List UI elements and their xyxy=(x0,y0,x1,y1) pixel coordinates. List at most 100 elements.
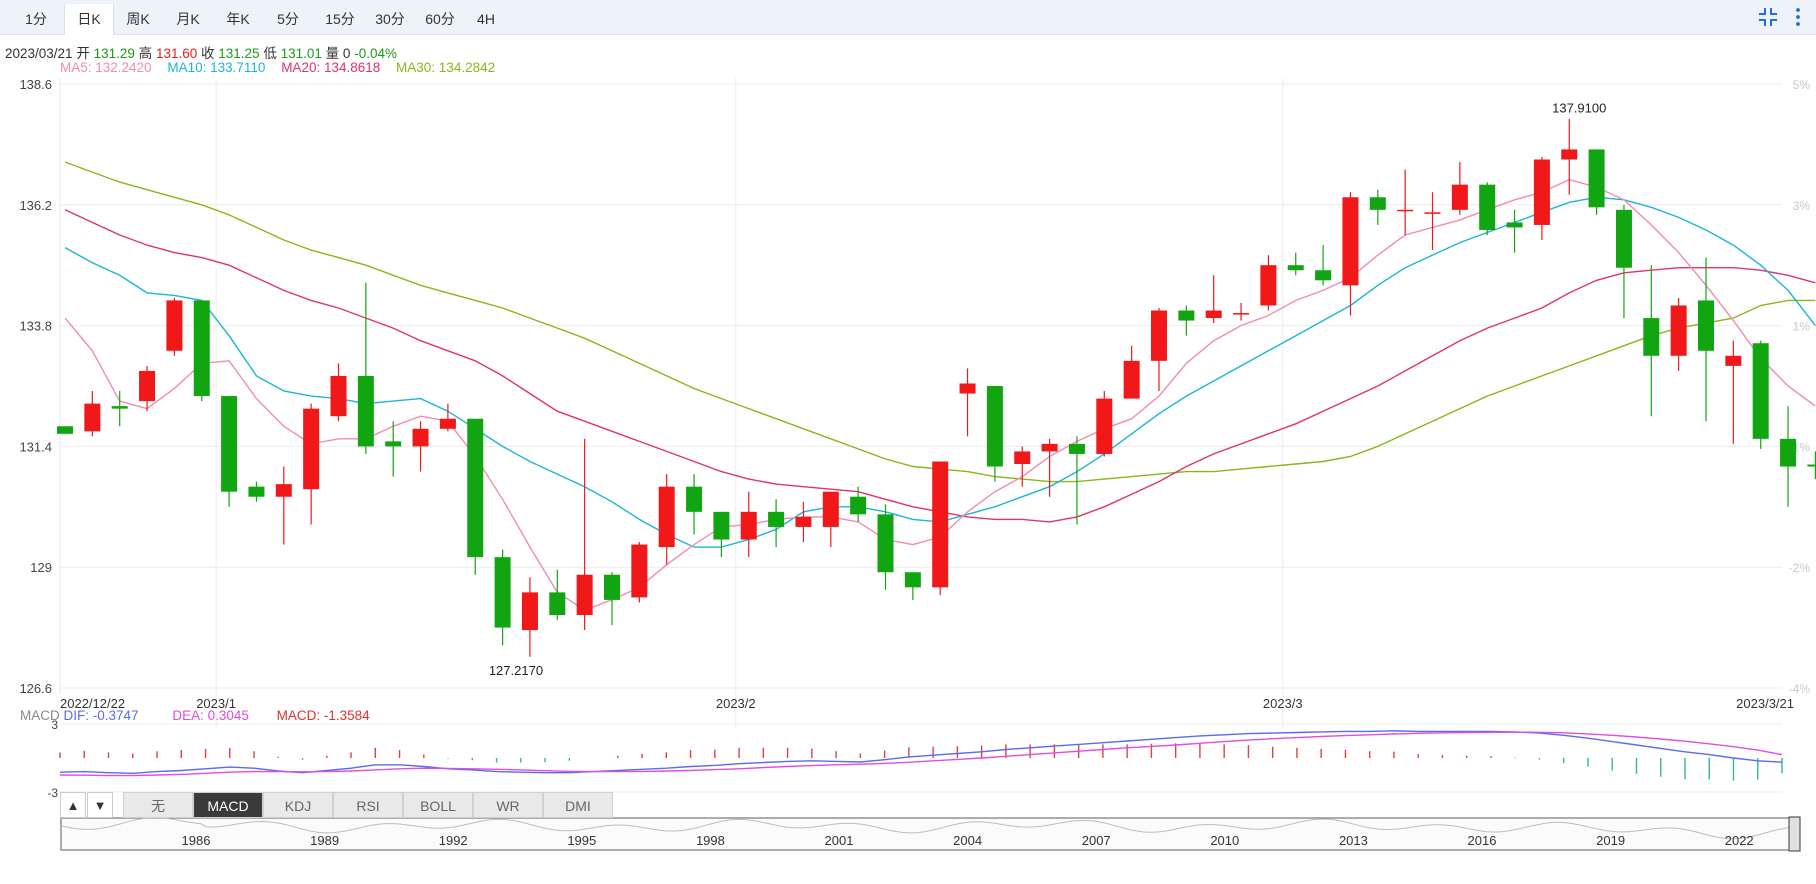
ma10-line xyxy=(64,196,1816,548)
indicator-tab-2[interactable]: KDJ xyxy=(263,792,333,818)
candle-body xyxy=(1670,305,1687,356)
tab-7[interactable]: 30分 xyxy=(375,11,405,27)
navigator-frame xyxy=(60,817,1800,851)
up-arrow-button[interactable]: ▲ xyxy=(60,792,86,818)
candle-body xyxy=(1451,184,1468,210)
indicator-tab-4[interactable]: BOLL xyxy=(403,792,473,818)
candle-body xyxy=(850,496,867,515)
y-tick-label: 136.2 xyxy=(19,198,52,213)
tab-0[interactable]: 1分 xyxy=(25,11,47,27)
candle-body xyxy=(686,486,703,512)
down-arrow-button[interactable]: ▼ xyxy=(87,792,113,818)
navigator-year-label: 2019 xyxy=(1596,833,1625,848)
tab-6[interactable]: 15分 xyxy=(325,11,355,27)
ma-legend: MA5: 132.2420 MA10: 133.7110 MA20: 134.8… xyxy=(60,60,495,75)
x-tick-label: 2023/2 xyxy=(716,696,756,711)
x-tick-label: 2023/3 xyxy=(1263,696,1303,711)
dea-line xyxy=(59,731,1783,777)
y-tick-label: 129 xyxy=(30,560,52,575)
y-tick-label: 133.8 xyxy=(19,319,52,334)
indicator-tab-3[interactable]: RSI xyxy=(333,792,403,818)
navigator-year-label: 2001 xyxy=(825,833,854,848)
high-label: 高 xyxy=(138,46,153,61)
candle-body xyxy=(1588,149,1605,208)
ohlc-info-line: 2023/03/21 开 131.29 高 131.60 收 131.25 低 … xyxy=(5,42,397,62)
candle-body xyxy=(904,572,921,588)
tab-5[interactable]: 5分 xyxy=(277,11,299,27)
candle-body xyxy=(713,511,730,540)
dif-legend: DIF: -0.3747 xyxy=(63,708,139,723)
info-date: 2023/03/21 xyxy=(5,46,73,61)
navigator-year-label: 2013 xyxy=(1339,833,1368,848)
candle-body xyxy=(1479,184,1496,230)
candle-body xyxy=(959,383,976,394)
navigator-sparkline xyxy=(61,817,1799,840)
navigator-year-label: 1989 xyxy=(310,833,339,848)
high-annotation: 137.9100 xyxy=(1552,101,1606,116)
candle-body xyxy=(1205,310,1222,319)
high-value: 131.60 xyxy=(155,46,198,61)
candle-body xyxy=(248,486,265,497)
candle-body xyxy=(330,375,347,417)
candle-body xyxy=(111,406,128,409)
candle-body xyxy=(1533,159,1550,225)
candle-body xyxy=(932,461,949,588)
candle-body xyxy=(412,428,429,447)
compress-icon[interactable] xyxy=(1757,6,1779,34)
tab-8[interactable]: 60分 xyxy=(425,11,455,27)
indicator-tab-6[interactable]: DMI xyxy=(543,792,613,818)
ma10-legend: MA10: 133.7110 xyxy=(167,60,266,75)
ma30-line xyxy=(64,161,1816,483)
x-tick-label: 2023/3/21 xyxy=(1736,696,1794,711)
navigator-handle xyxy=(1788,816,1801,852)
macd-title: MACD xyxy=(20,708,60,723)
tab-1[interactable]: 日K xyxy=(64,4,114,35)
candle-body xyxy=(275,484,292,497)
tab-4[interactable]: 年K xyxy=(226,11,250,27)
pct-tick-label: -2% xyxy=(1789,561,1811,575)
indicator-tab-1[interactable]: MACD xyxy=(193,792,263,818)
open-label: 开 xyxy=(76,46,90,61)
navigator-year-label: 1998 xyxy=(696,833,725,848)
candle-body xyxy=(1123,360,1140,399)
navigator-year-label: 1995 xyxy=(567,833,596,848)
indicator-tab-5[interactable]: WR xyxy=(473,792,543,818)
low-value: 131.01 xyxy=(280,46,322,61)
tab-3[interactable]: 月K xyxy=(176,11,200,27)
pct-tick-label: -4% xyxy=(1789,682,1811,696)
candle-body xyxy=(494,557,511,628)
y-tick-label: 138.6 xyxy=(19,77,52,92)
tab-2[interactable]: 周K xyxy=(126,11,150,27)
candle-body xyxy=(303,408,320,490)
macd-value-legend: MACD: -1.3584 xyxy=(276,708,370,723)
candle-body xyxy=(1342,197,1359,286)
candle-body xyxy=(1780,438,1797,467)
macd-legend: MACD DIF: -0.3747 DEA: 0.3045 MACD: -1.3… xyxy=(20,708,370,723)
tab-9[interactable]: 4H xyxy=(477,11,495,27)
candle-body xyxy=(740,511,757,540)
pct-tick-label: 5% xyxy=(1793,78,1811,92)
navigator-year-label: 1992 xyxy=(439,833,468,848)
candle-body xyxy=(631,544,648,598)
ma5-line xyxy=(64,178,1816,611)
ma20-legend: MA20: 134.8618 xyxy=(281,60,381,75)
macd-tick-label: -3 xyxy=(47,786,58,800)
pct-tick-label: 3% xyxy=(1793,199,1811,213)
candle-body xyxy=(1698,300,1714,351)
navigator-year-label: 2022 xyxy=(1725,833,1754,848)
candle-body xyxy=(604,574,620,600)
navigator-year-label: 2010 xyxy=(1210,833,1239,848)
candle-body xyxy=(357,375,374,447)
candle-body xyxy=(658,486,675,548)
candle-body xyxy=(1561,149,1578,160)
close-value: 131.25 xyxy=(218,46,260,61)
dea-legend: DEA: 0.3045 xyxy=(172,708,249,723)
open-value: 131.29 xyxy=(93,46,135,61)
navigator-year-label: 2016 xyxy=(1468,833,1497,848)
candle-body xyxy=(439,418,456,429)
more-vertical-icon[interactable] xyxy=(1793,6,1803,34)
y-tick-label: 131.4 xyxy=(19,439,52,454)
indicator-tab-0[interactable]: 无 xyxy=(123,792,193,818)
candle-body xyxy=(795,516,812,527)
candle-body xyxy=(1096,398,1113,454)
